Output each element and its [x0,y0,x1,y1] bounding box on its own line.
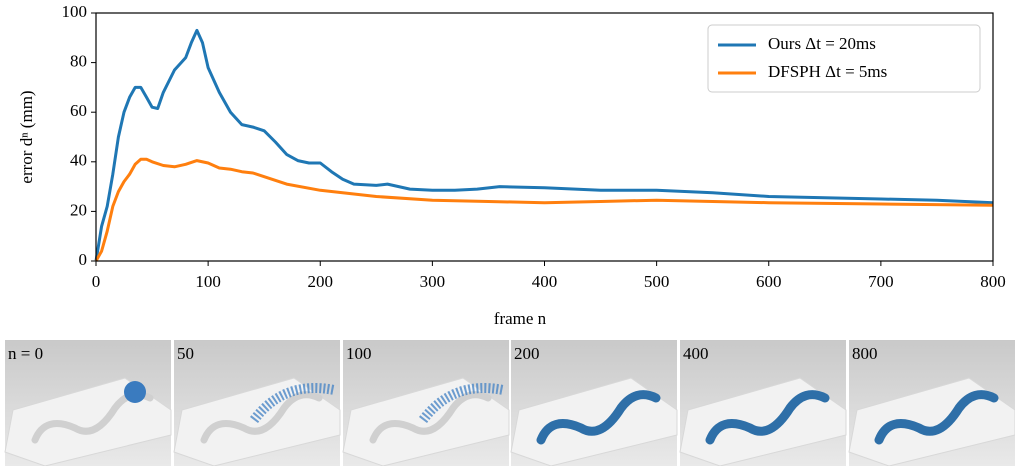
x-axis-label: frame n [494,309,547,328]
y-tick-label: 80 [70,52,87,71]
snapshot-label: 400 [683,344,709,363]
snapshot: n = 0 [4,340,172,466]
snapshot: 400 [679,340,847,466]
snapshot-label: 800 [852,344,878,363]
groove [874,390,999,445]
x-tick-label: 0 [92,272,101,291]
x-tick-label: 600 [756,272,782,291]
snapshot: 800 [848,340,1015,466]
snapshot: 100 [342,340,510,466]
snapshot-label: n = 0 [8,344,43,363]
x-tick-label: 800 [980,272,1006,291]
y-tick-label: 100 [62,2,88,21]
y-tick-label: 60 [70,101,87,120]
line-series [94,28,994,262]
snapshot: 50 [173,340,341,466]
snapshot-label: 200 [514,344,540,363]
y-tick-label: 0 [79,250,88,269]
legend-label: DFSPH Δt = 5ms [768,62,887,81]
x-tick-label: 100 [195,272,221,291]
y-axis-label: error dⁿ (mm) [17,90,36,183]
x-tick-label: 300 [420,272,446,291]
snapshot-label: 100 [346,344,372,363]
plot-frame [95,12,994,262]
snapshot: 200 [510,340,678,466]
y-tick-label: 40 [70,151,87,170]
fluid-ball [124,381,146,403]
x-tick-label: 400 [532,272,558,291]
x-tick-label: 200 [308,272,334,291]
groove [369,391,492,444]
snapshot-label: 50 [177,344,194,363]
x-tick-label: 500 [644,272,670,291]
legend: Ours Δt = 20ms DFSPH Δt = 5ms [707,24,981,93]
legend-box [707,24,981,93]
line-series [94,157,994,262]
y-tick-label: 20 [70,200,87,219]
fluid-splash [419,383,504,424]
groove [200,391,323,444]
groove [705,390,830,445]
x-tick-label: 700 [868,272,894,291]
legend-label: Ours Δt = 20ms [768,34,876,53]
groove [536,390,661,445]
fluid-splash [250,383,335,424]
